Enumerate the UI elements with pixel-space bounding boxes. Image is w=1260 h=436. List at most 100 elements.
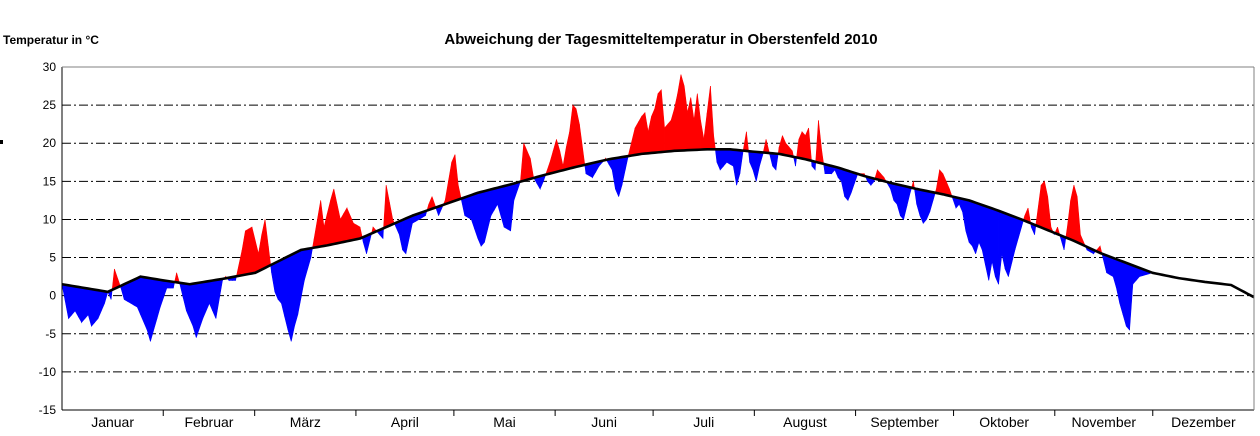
below-mean-fill (150, 277, 154, 342)
above-mean-fill (245, 228, 249, 275)
below-mean-fill (1122, 261, 1127, 327)
y-tick-label: -5 (45, 327, 56, 341)
y-tick-label: 15 (43, 174, 57, 188)
mean-line-layer (61, 148, 1255, 299)
below-mean-fill (127, 280, 132, 304)
month-label: November (1071, 414, 1136, 430)
above-mean-fill (651, 108, 656, 154)
month-label: September (870, 414, 939, 430)
below-mean-fill (480, 190, 485, 247)
below-mean-fill (994, 209, 999, 285)
month-label: Dezember (1171, 414, 1236, 430)
below-mean-fill (294, 251, 299, 327)
below-mean-fill (507, 183, 511, 232)
y-tick-label: 5 (49, 251, 56, 265)
below-mean-fill (68, 284, 73, 320)
below-mean-fill (1125, 262, 1130, 331)
below-mean-fill (84, 287, 89, 320)
y-tick-label: 0 (49, 289, 56, 303)
below-mean-fill (274, 260, 279, 300)
below-mean-fill (503, 184, 508, 230)
below-mean-fill (140, 276, 145, 323)
above-mean-fill (801, 130, 806, 160)
below-mean-fill (719, 149, 724, 171)
below-mean-fill (137, 276, 141, 315)
above-mean-fill (664, 123, 669, 153)
y-tick-label: 10 (43, 212, 57, 226)
month-label: Januar (91, 414, 134, 430)
below-mean-fill (467, 194, 472, 220)
y-tick-label: 20 (43, 136, 57, 150)
above-mean-fill (939, 169, 944, 195)
below-mean-fill (133, 277, 138, 308)
above-mean-fill (680, 74, 685, 151)
above-mean-fill (634, 121, 639, 156)
below-mean-fill (130, 279, 135, 306)
below-mean-fill (290, 252, 295, 342)
below-mean-fill (729, 148, 734, 167)
below-mean-fill (922, 189, 927, 225)
below-mean-fill (844, 169, 849, 202)
below-mean-fill (893, 183, 898, 206)
below-mean-fill (74, 286, 79, 318)
below-mean-fill (287, 254, 292, 342)
mean-temperature-line (61, 148, 1255, 299)
above-mean-fill (638, 115, 642, 155)
below-mean-fill (972, 201, 976, 254)
below-mean-fill (123, 282, 128, 302)
above-mean-fill (353, 222, 358, 241)
below-mean-fill (143, 276, 148, 331)
above-mean-fill (641, 111, 646, 155)
below-mean-fill (900, 184, 904, 221)
below-mean-fill (615, 157, 620, 197)
below-mean-fill (91, 288, 96, 327)
y-tick-label: 30 (43, 60, 57, 74)
y-tick-label: -10 (39, 365, 57, 379)
month-label: Februar (184, 414, 233, 430)
below-mean-fill (212, 279, 217, 319)
chart-title: Abweichung der Tagesmitteltemperatur in … (444, 31, 877, 48)
below-mean-fill (195, 282, 200, 338)
month-label: Juni (591, 414, 617, 430)
above-mean-fill (340, 212, 344, 243)
below-mean-fill (71, 285, 76, 316)
below-mean-fill (1004, 212, 1009, 277)
month-label: Juli (693, 414, 714, 430)
above-mean-fill (451, 154, 456, 203)
below-mean-fill (402, 218, 407, 255)
below-mean-fill (81, 287, 86, 324)
above-mean-fill (667, 119, 672, 152)
below-mean-fill (277, 259, 282, 305)
y-tick-label: 25 (43, 98, 57, 112)
month-label: Oktober (979, 414, 1029, 430)
below-mean-fill (189, 283, 194, 327)
above-mean-fill (1040, 180, 1045, 230)
below-mean-fill (1109, 256, 1114, 278)
above-mean-fill (356, 224, 361, 240)
left-edge-marker (0, 140, 3, 144)
below-mean-fill (477, 191, 482, 247)
below-mean-fill (1132, 264, 1137, 286)
below-mean-fill (978, 203, 983, 251)
below-mean-fill (1106, 255, 1111, 276)
below-mean-fill (284, 255, 289, 331)
below-mean-fill (78, 286, 82, 324)
month-label: Mai (493, 414, 516, 430)
y-axis-title: Temperatur in °C (3, 33, 99, 47)
below-mean-fill (726, 149, 731, 165)
above-mean-fill (657, 89, 662, 153)
month-label: März (290, 414, 321, 430)
above-mean-fill (248, 226, 253, 275)
below-mean-fill (464, 195, 469, 219)
month-label: August (783, 414, 827, 430)
below-mean-fill (94, 289, 99, 324)
month-label: April (391, 414, 419, 430)
above-mean-fill (572, 104, 577, 169)
y-tick-label: -15 (39, 403, 57, 417)
axis-layer (61, 66, 1255, 416)
below-mean-fill (146, 277, 151, 342)
below-mean-fill (588, 162, 593, 179)
below-mean-fill (968, 199, 973, 247)
above-mean-fill (343, 206, 348, 243)
